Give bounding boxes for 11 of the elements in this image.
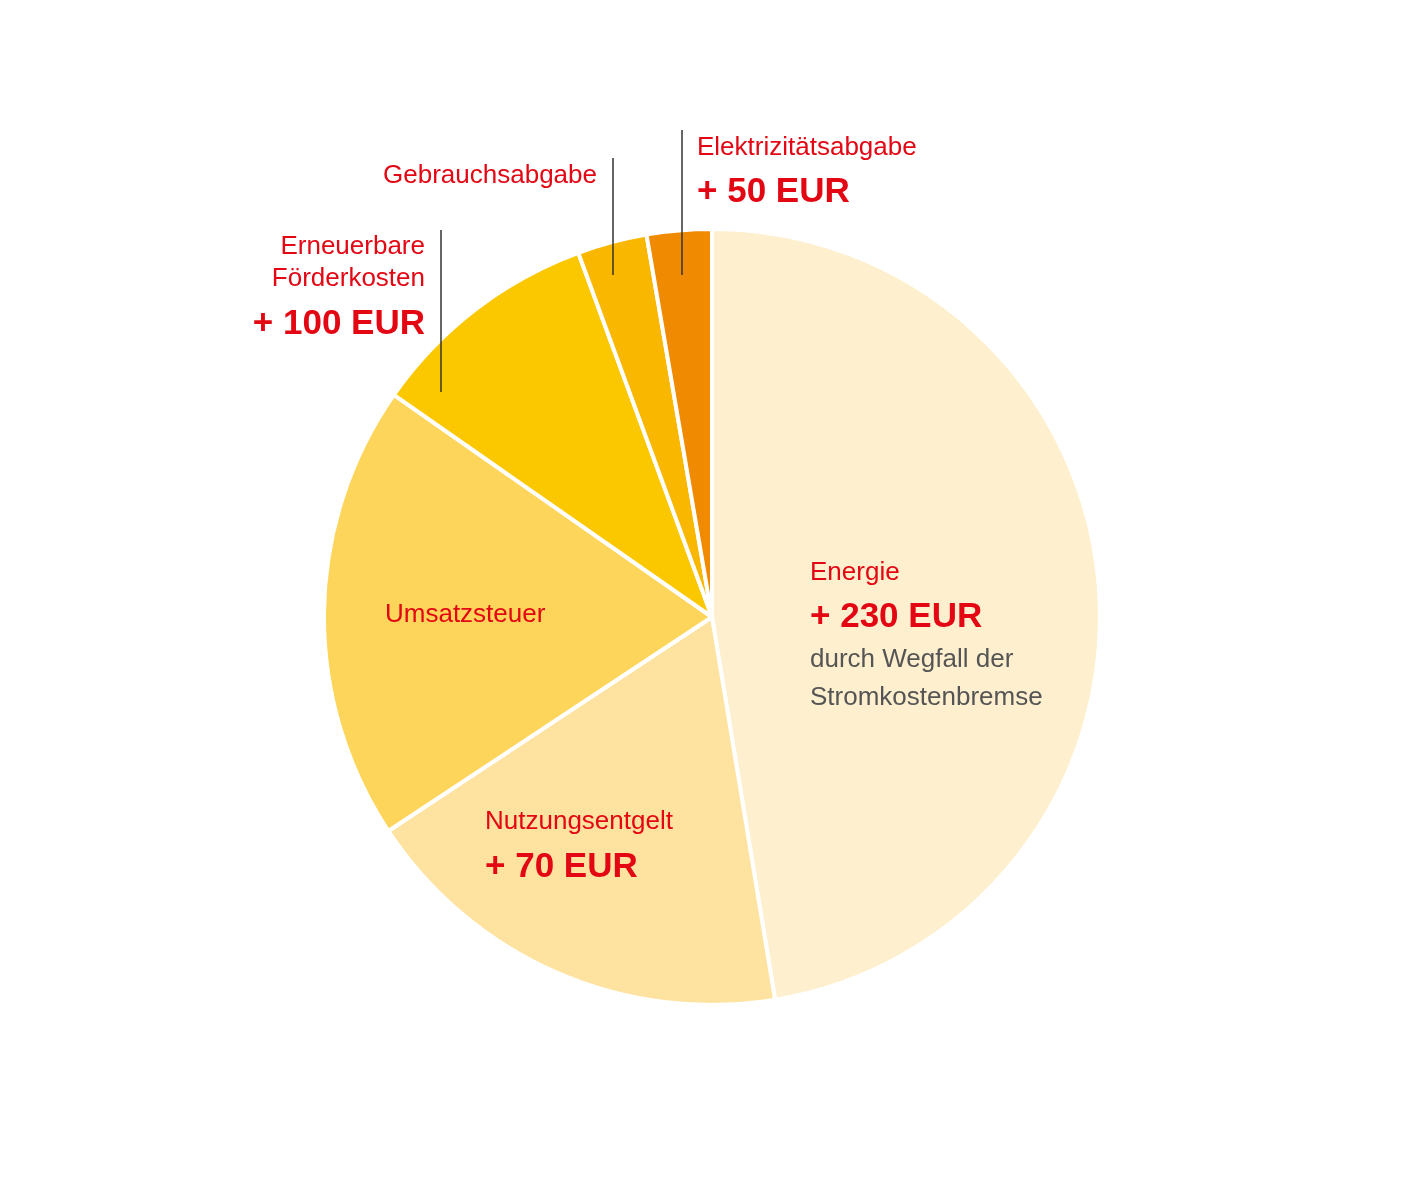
slice-label: Nutzungsentgelt bbox=[485, 805, 674, 835]
slice-label: Energie bbox=[810, 556, 900, 586]
slice-label: Erneuerbare Förderkosten bbox=[271, 230, 425, 292]
slice-label: Gebrauchsabgabe bbox=[383, 159, 597, 189]
text: + 230 EUR bbox=[810, 595, 983, 634]
text: + 50 EUR bbox=[697, 170, 850, 209]
slice-label: Elektrizitätsabgabe bbox=[697, 131, 917, 161]
text: durch Wegfall der Stromkostenbremse bbox=[810, 643, 1043, 711]
text: + 100 EUR bbox=[252, 302, 425, 341]
slice-label: Umsatzsteuer bbox=[385, 598, 546, 628]
text: + 70 EUR bbox=[485, 845, 638, 884]
